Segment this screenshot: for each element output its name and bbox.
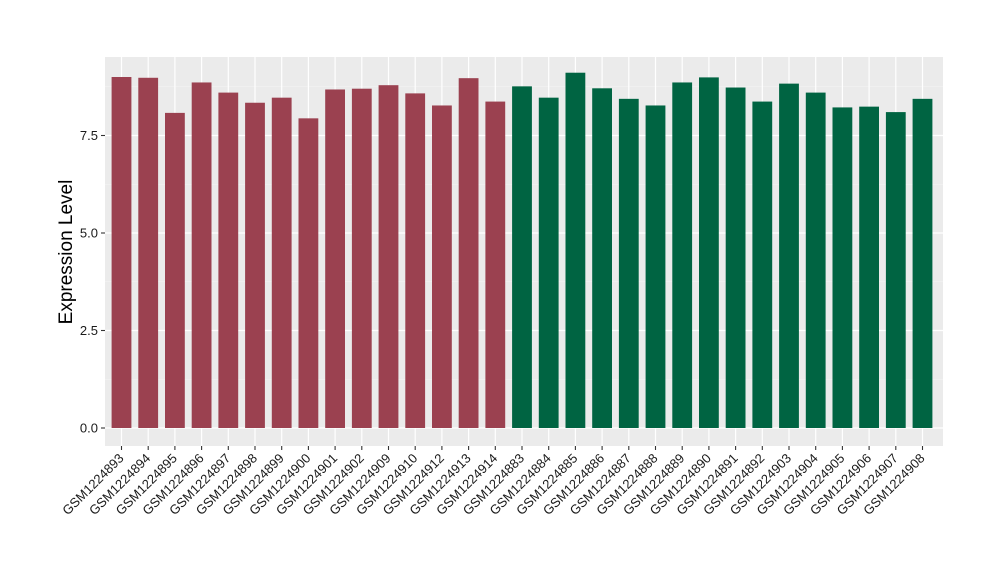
bar (618, 98, 639, 428)
bar (485, 101, 506, 428)
bar (191, 82, 212, 429)
bar (752, 101, 773, 428)
bar (592, 88, 612, 428)
bar (645, 105, 666, 428)
bar (779, 83, 799, 428)
y-tick-label: 7.5 (80, 128, 98, 143)
x-axis: GSM1224893GSM1224894GSM1224895GSM1224896… (59, 446, 928, 518)
bars (111, 72, 933, 429)
bar (351, 88, 372, 428)
bar (432, 105, 452, 428)
y-tick-label: 5.0 (80, 226, 98, 241)
bar (912, 98, 933, 428)
y-axis-title: Expression Level (56, 180, 77, 325)
bar (165, 112, 185, 428)
bar (538, 97, 559, 429)
bar (885, 112, 906, 428)
bar (218, 92, 239, 428)
y-axis: 0.0 2.5 5.0 7.5 (80, 128, 105, 436)
bar (725, 87, 746, 428)
bar (405, 93, 426, 428)
bar (271, 97, 292, 429)
bar (565, 72, 586, 429)
y-tick-label: 0.0 (80, 421, 98, 436)
bar (859, 106, 879, 428)
bar (672, 82, 693, 429)
bar (138, 77, 159, 428)
y-tick-label: 2.5 (80, 323, 98, 338)
bar (298, 118, 319, 428)
bar (245, 102, 265, 429)
bar (458, 78, 479, 429)
bar (805, 92, 826, 428)
bar (512, 86, 532, 429)
bar (111, 77, 132, 428)
bar (378, 85, 399, 428)
bar (325, 89, 345, 428)
bar (832, 107, 853, 429)
bar (699, 77, 719, 428)
